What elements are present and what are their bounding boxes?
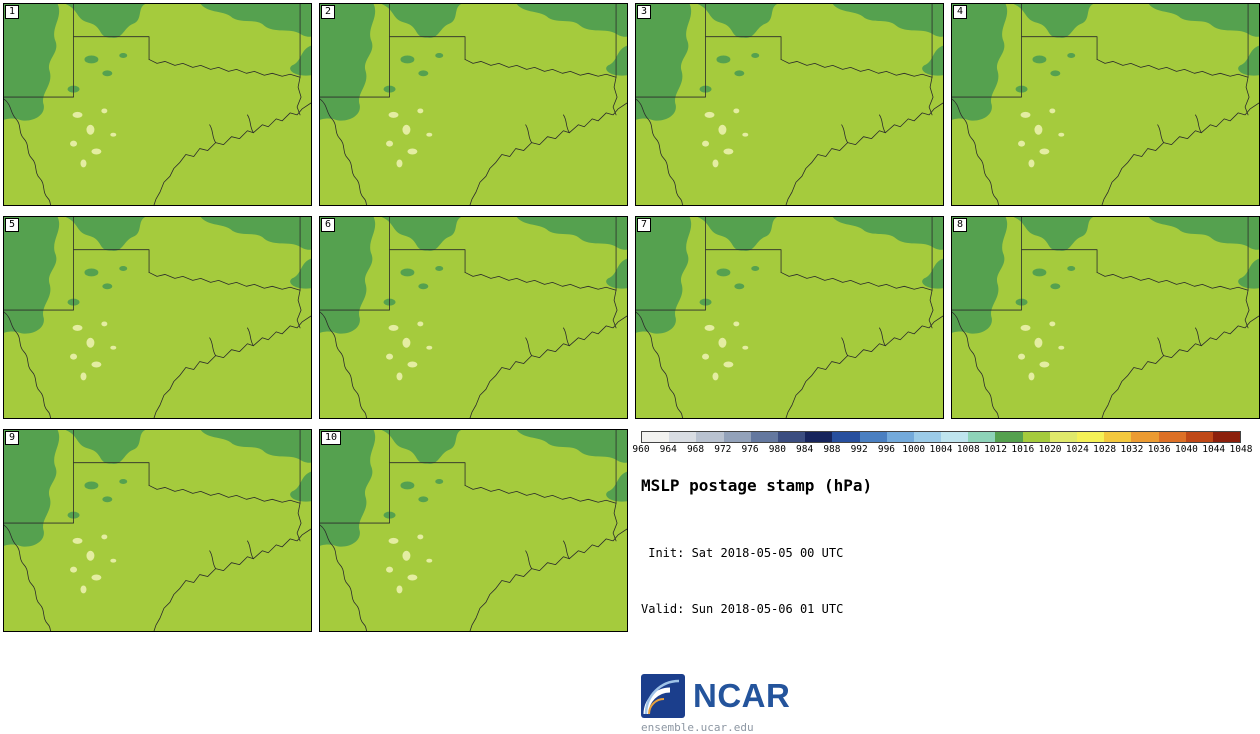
colorbar-segment	[777, 432, 806, 442]
panel-number: 3	[637, 5, 652, 19]
ensemble-panel: 2	[319, 3, 628, 206]
ensemble-panel: 4	[951, 3, 1260, 206]
colorbar-tick-label: 976	[741, 444, 759, 455]
ensemble-panel: 9	[3, 429, 312, 632]
ensemble-panel: 6	[319, 216, 628, 419]
colorbar-tick-label: 1036	[1147, 444, 1171, 455]
colorbar: 960 964 968 972 976 980 984 988 992 996 1000 1004 10…	[632, 431, 1260, 456]
ncar-logo: NCAR	[641, 673, 1260, 718]
mslp-map	[320, 4, 627, 205]
panel-number: 1	[5, 5, 20, 19]
ensemble-panel: 5	[3, 216, 312, 419]
colorbar-tick-label: 1008	[956, 444, 980, 455]
panel-number: 9	[5, 431, 20, 445]
ensemble-panel: 7	[635, 216, 944, 419]
colorbar-segment	[1212, 432, 1241, 442]
colorbar-tick-label: 1028	[1093, 444, 1117, 455]
colorbar-segment	[1185, 432, 1213, 442]
colorbar-segment	[1077, 432, 1105, 442]
ensemble-panel: 1	[3, 3, 312, 206]
colorbar-tick-label: 992	[850, 444, 868, 455]
info-block: 960 964 968 972 976 980 984 988 992 996 1000 1004 10…	[632, 429, 1260, 734]
mslp-map	[4, 217, 311, 418]
colorbar-tick-label: 1048	[1229, 444, 1253, 455]
mslp-map	[952, 217, 1259, 418]
panel-number: 8	[953, 218, 968, 232]
mslp-map	[952, 4, 1259, 205]
colorbar-tick-label: 1040	[1175, 444, 1198, 455]
plot-title: MSLP postage stamp (hPa)	[641, 476, 873, 495]
panel-grid: 1 2 3 4 5 6 7 8 9 10 960 964 968 972 976 980 9…	[3, 3, 1260, 734]
colorbar-segment	[941, 432, 969, 442]
panel-number: 2	[321, 5, 336, 19]
colorbar-tick-label: 1012	[984, 444, 1007, 455]
mslp-map	[320, 430, 627, 631]
init-line: Init: Sat 2018-05-05 00 UTC	[641, 546, 844, 561]
panel-number: 5	[5, 218, 20, 232]
colorbar-tick-label: 972	[714, 444, 732, 455]
colorbar-segment	[805, 432, 833, 442]
colorbar-tick-label: 980	[768, 444, 786, 455]
colorbar-segment	[1104, 432, 1132, 442]
ensemble-panel: 8	[951, 216, 1260, 419]
panel-number: 10	[321, 431, 342, 445]
mslp-map	[636, 217, 943, 418]
colorbar-segment	[859, 432, 887, 442]
colorbar-bar	[641, 431, 1241, 443]
colorbar-segment	[1131, 432, 1159, 442]
colorbar-tick-label: 960	[632, 444, 650, 455]
colorbar-segment	[1049, 432, 1077, 442]
colorbar-segment	[1022, 432, 1050, 442]
colorbar-tick-label: 1016	[1011, 444, 1035, 455]
colorbar-tick-label: 996	[877, 444, 896, 455]
footer-url: ensemble.ucar.edu	[641, 720, 754, 734]
colorbar-segment	[995, 432, 1023, 442]
colorbar-segment	[832, 432, 860, 442]
mslp-map	[4, 4, 311, 205]
colorbar-tick-label: 984	[796, 444, 814, 455]
panel-number: 6	[321, 218, 336, 232]
colorbar-segment	[696, 432, 724, 442]
ncar-logo-icon	[641, 673, 685, 718]
colorbar-tick-label: 1032	[1120, 444, 1144, 455]
ncar-logo-text: NCAR	[693, 676, 791, 714]
colorbar-tick-label: 1004	[929, 444, 953, 455]
colorbar-tick-label: 988	[823, 444, 841, 455]
valid-line: Valid: Sun 2018-05-06 01 UTC	[641, 601, 844, 616]
colorbar-ticks: 960 964 968 972 976 980 984 988 992 996 1000 1004 10…	[632, 443, 1252, 456]
colorbar-segment	[669, 432, 697, 442]
panel-number: 4	[953, 5, 968, 19]
colorbar-tick-label: 1024	[1065, 444, 1089, 455]
init-valid-text: Init: Sat 2018-05-05 00 UTC Valid: Sun 2…	[641, 507, 1260, 656]
colorbar-segment	[750, 432, 778, 442]
colorbar-segment	[968, 432, 996, 442]
colorbar-segment	[723, 432, 751, 442]
mslp-map	[4, 430, 311, 631]
colorbar-tick-label: 1000	[902, 444, 926, 455]
colorbar-tick-label: 968	[686, 444, 705, 455]
colorbar-tick-label: 964	[659, 444, 677, 455]
mslp-map	[320, 217, 627, 418]
mslp-map	[636, 4, 943, 205]
colorbar-segment	[913, 432, 942, 442]
colorbar-segment	[642, 432, 670, 442]
colorbar-segment	[886, 432, 914, 442]
panel-number: 7	[637, 218, 652, 232]
colorbar-segment	[1158, 432, 1186, 442]
colorbar-tick-label: 1044	[1202, 444, 1226, 455]
colorbar-tick-label: 1020	[1038, 444, 1062, 455]
ensemble-panel: 3	[635, 3, 944, 206]
ensemble-panel: 10	[319, 429, 628, 632]
